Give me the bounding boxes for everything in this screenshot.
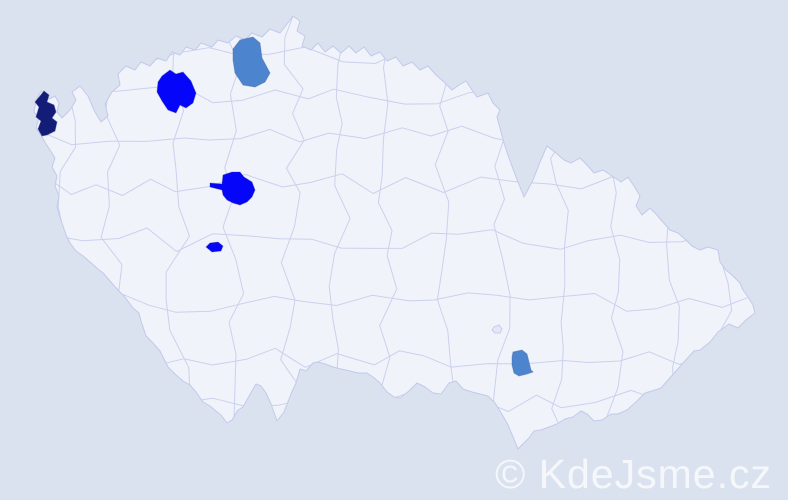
highlighted-district-southeast[interactable]	[511, 349, 534, 377]
highlighted-district-west-central-small[interactable]	[205, 241, 224, 253]
highlighted-district-central[interactable]	[209, 171, 256, 206]
watermark-text: © KdeJsme.cz	[495, 451, 772, 497]
highlighted-district-north[interactable]	[232, 36, 271, 88]
highlighted-district-northwest[interactable]	[156, 69, 197, 114]
highlighted-district-far-west[interactable]	[34, 90, 58, 137]
small-district-enclave	[491, 324, 503, 334]
